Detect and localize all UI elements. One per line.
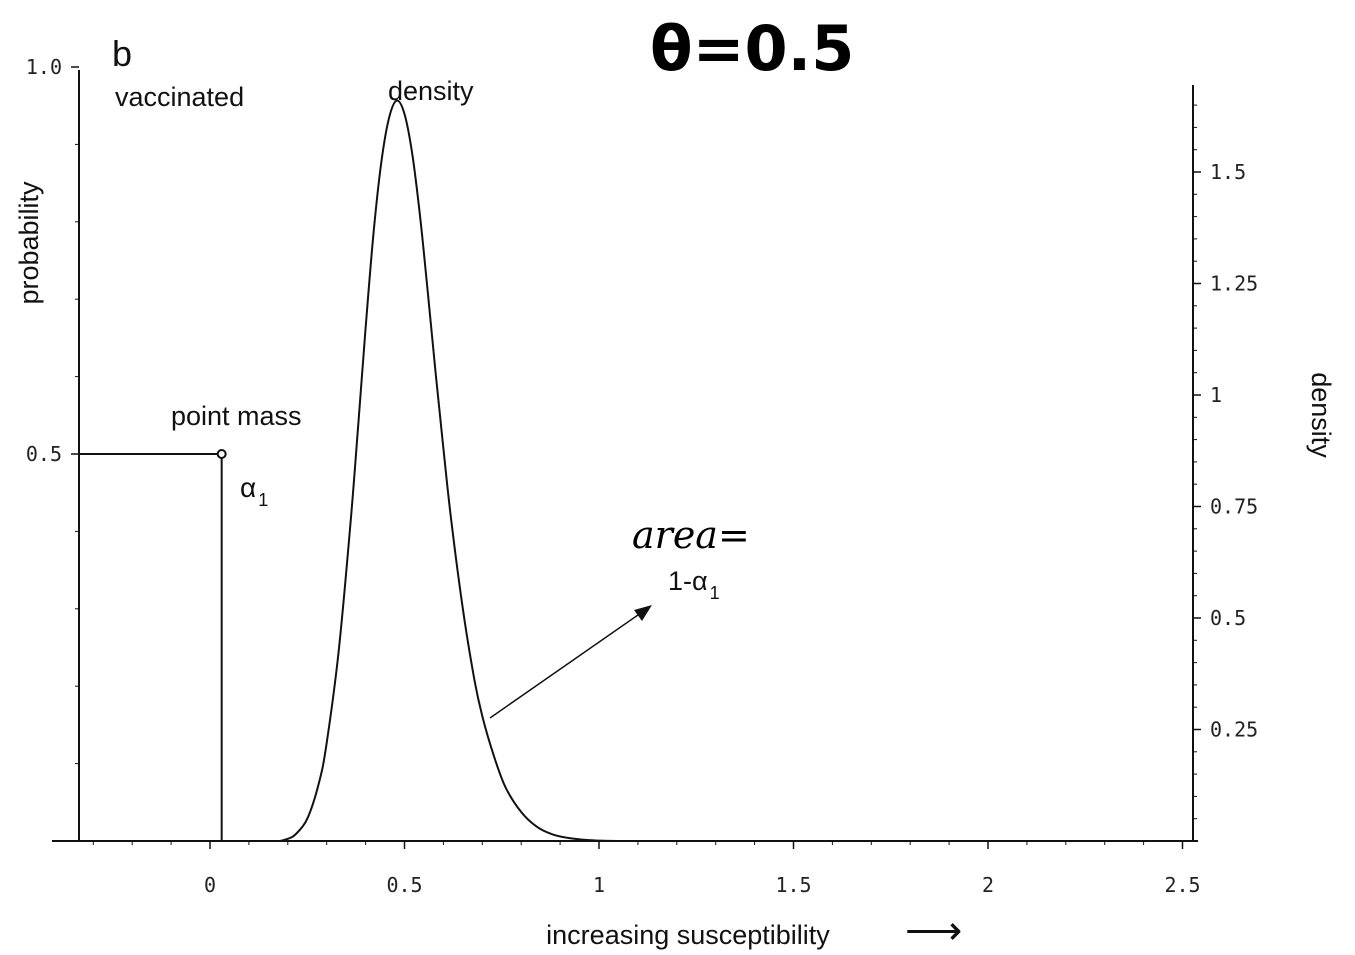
point-mass-marker xyxy=(216,449,227,459)
x-tick-label: 0.5 xyxy=(386,873,422,897)
x-axis-label: increasing susceptibility xyxy=(546,920,830,950)
y-right-tick-label: 0.25 xyxy=(1210,718,1258,742)
x-ticks: 0 0.5 1 1.5 2 2.5 xyxy=(92,841,1201,897)
x-tick-label: 0 xyxy=(204,873,216,897)
y-left-ticks: 0.5 1.0 xyxy=(26,55,79,765)
area-annotation: area= xyxy=(632,513,750,557)
y-left-tick-label: 1.0 xyxy=(26,55,62,79)
x-tick-label: 2.5 xyxy=(1164,873,1200,897)
y-right-tick-label: 0.5 xyxy=(1210,606,1246,630)
annotation-arrow-line xyxy=(489,607,649,719)
y-right-tick-label: 0.75 xyxy=(1210,495,1258,519)
area-annotation-value: 1-α 1 xyxy=(668,566,720,603)
y-right-tick-label: 1.5 xyxy=(1210,160,1246,184)
density-curve xyxy=(279,99,619,842)
curve-label: density xyxy=(388,76,474,106)
y-right-tick-label: 1 xyxy=(1210,383,1222,407)
x-tick-label: 1.5 xyxy=(775,873,811,897)
panel-letter: b xyxy=(112,33,132,74)
group-label: vaccinated xyxy=(115,82,244,112)
y-right-tick-label: 1.25 xyxy=(1210,272,1258,296)
point-mass-label: point mass xyxy=(171,401,302,431)
x-tick-label: 1 xyxy=(593,873,605,897)
y-axis-right-label: density xyxy=(1306,372,1336,458)
annotation-arrowhead xyxy=(634,605,652,621)
y-axis-left-label: probability xyxy=(14,181,44,305)
x-tick-label: 2 xyxy=(982,873,994,897)
x-axis-arrow: ⟶ xyxy=(905,909,962,953)
y-right-ticks: 0.25 0.5 0.75 1 1.25 1.5 xyxy=(1193,104,1258,820)
y-left-tick-label: 0.5 xyxy=(26,442,62,466)
chart-title: θ=0.5 xyxy=(650,12,854,85)
